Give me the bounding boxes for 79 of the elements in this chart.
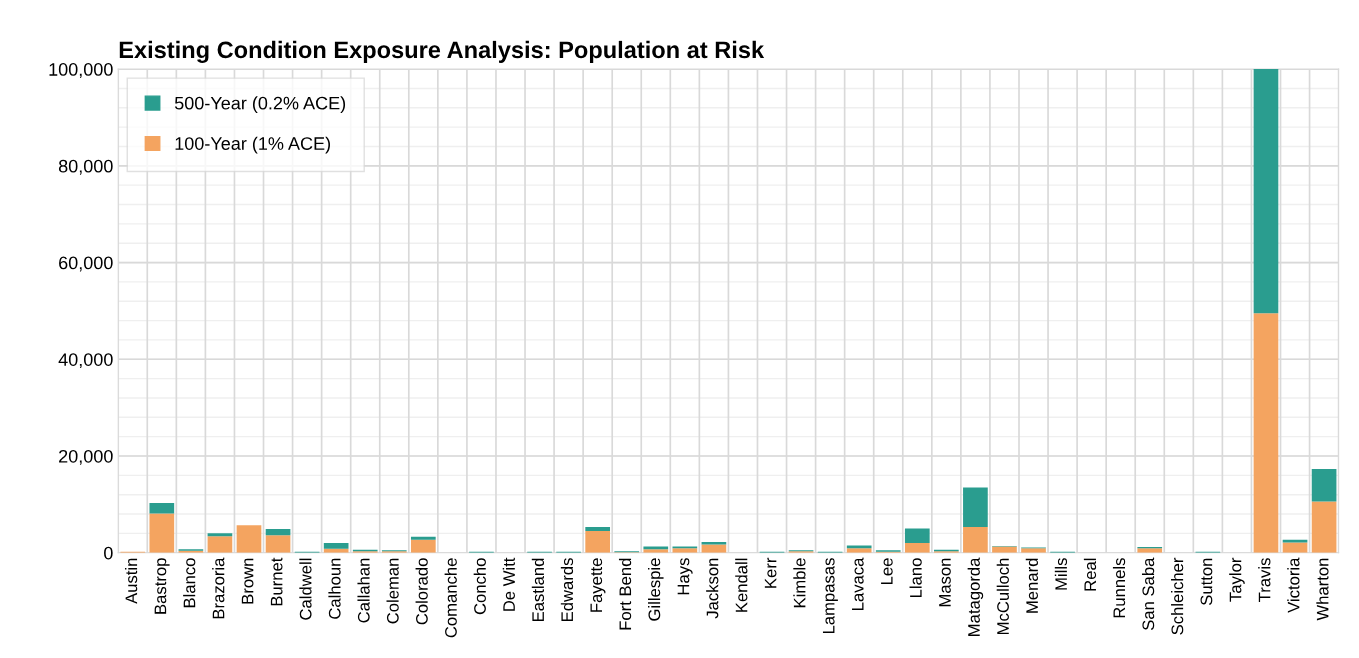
x-tick-label: Colorado: [415, 558, 428, 625]
bar: [1282, 539, 1308, 543]
x-tick-label: Bastrop: [154, 558, 170, 614]
bar: [1253, 313, 1279, 553]
x-tick-label: Lee: [881, 558, 893, 585]
bar: [701, 544, 727, 553]
x-tick-label: Menard: [1025, 558, 1038, 613]
bar: [323, 543, 349, 549]
x-tick-label: Sutton: [1200, 558, 1213, 606]
y-tick-label: 0: [104, 546, 113, 560]
bar: [672, 548, 698, 553]
x-tick-label: Lampasas: [822, 558, 838, 634]
bar: [904, 543, 930, 553]
bar: [846, 545, 872, 549]
x-tick-label: Matagorda: [967, 557, 984, 636]
bar: [207, 533, 233, 537]
x-tick-label: Kendall: [735, 558, 748, 612]
bar: [410, 539, 436, 553]
bar: [963, 527, 988, 553]
x-tick-label: Brown: [241, 558, 254, 604]
x-tick-label: Burnet: [270, 557, 283, 606]
bar: [963, 487, 988, 528]
x-tick-label: Kerr: [764, 557, 777, 588]
x-tick-label: McCulloch: [996, 558, 1009, 635]
bar: [265, 535, 291, 553]
x-tick-label: Schleicher: [1171, 557, 1184, 635]
x-tick-label: Calhoun: [328, 558, 341, 619]
x-tick-label: Travis: [1258, 558, 1271, 602]
y-tick-label: 40,000: [58, 353, 113, 369]
bar: [585, 530, 611, 553]
bar: [1253, 69, 1279, 314]
bar: [410, 536, 436, 540]
y-tick-label: 60,000: [59, 256, 113, 272]
x-tick-label: Lavaca: [852, 557, 864, 610]
bar: [1137, 548, 1163, 553]
bar: [149, 502, 175, 514]
x-tick-label: Concho: [473, 558, 486, 615]
bar: [904, 528, 930, 544]
bar: [236, 525, 262, 553]
x-tick-label: Edwards: [560, 558, 574, 622]
x-tick-label: Gillespie: [648, 558, 664, 621]
bar: [1021, 548, 1046, 553]
x-tick-label: Taylor: [1229, 557, 1245, 602]
x-tick-label: Wharton: [1316, 558, 1329, 621]
bar: [149, 513, 175, 553]
bar: [265, 529, 291, 536]
y-tick-label: 80,000: [58, 159, 113, 175]
bar: [992, 546, 1017, 553]
chart-title: Existing Condition Exposure Analysis: Population at Risk: [119, 40, 765, 63]
x-tick-label: Eastland: [531, 558, 545, 622]
bar: [585, 527, 611, 531]
bar: [1311, 469, 1337, 502]
x-tick-label: Mason: [939, 558, 951, 607]
x-tick-label: Victoria: [1287, 557, 1300, 613]
x-tick-label: De Witt: [502, 557, 515, 611]
x-tick-label: Fayette: [590, 558, 606, 612]
x-tick-label: Coleman: [386, 558, 399, 624]
bar: [207, 536, 233, 553]
x-tick-label: Mills: [1054, 558, 1068, 590]
x-tick-label: Caldwell: [299, 558, 312, 620]
x-tick-label: Hays: [677, 558, 693, 595]
x-tick-label: Fort Bend: [618, 558, 632, 630]
x-tick-label: Kimble: [793, 558, 806, 608]
y-tick-label: 100,000: [49, 63, 113, 78]
x-tick-label: San Saba: [1141, 557, 1155, 631]
x-tick-label: Jackson: [706, 558, 719, 619]
legend-label: 500-Year (0.2% ACE): [174, 96, 346, 114]
x-tick-label: Real: [1083, 558, 1097, 591]
x-tick-label: Callahan: [357, 558, 370, 623]
bar: [846, 548, 872, 553]
x-tick-label: Llano: [909, 558, 922, 597]
legend-label: 100-Year (1% ACE): [175, 136, 330, 154]
x-tick-label: Blanco: [183, 558, 196, 608]
y-tick-label: 20,000: [59, 449, 113, 465]
x-tick-label: Brazoria: [212, 557, 225, 619]
bar: [1311, 501, 1337, 553]
x-tick-label: Comanche: [444, 558, 457, 638]
x-tick-label: Austin: [124, 558, 138, 604]
x-tick-label: Runnels: [1112, 558, 1126, 618]
